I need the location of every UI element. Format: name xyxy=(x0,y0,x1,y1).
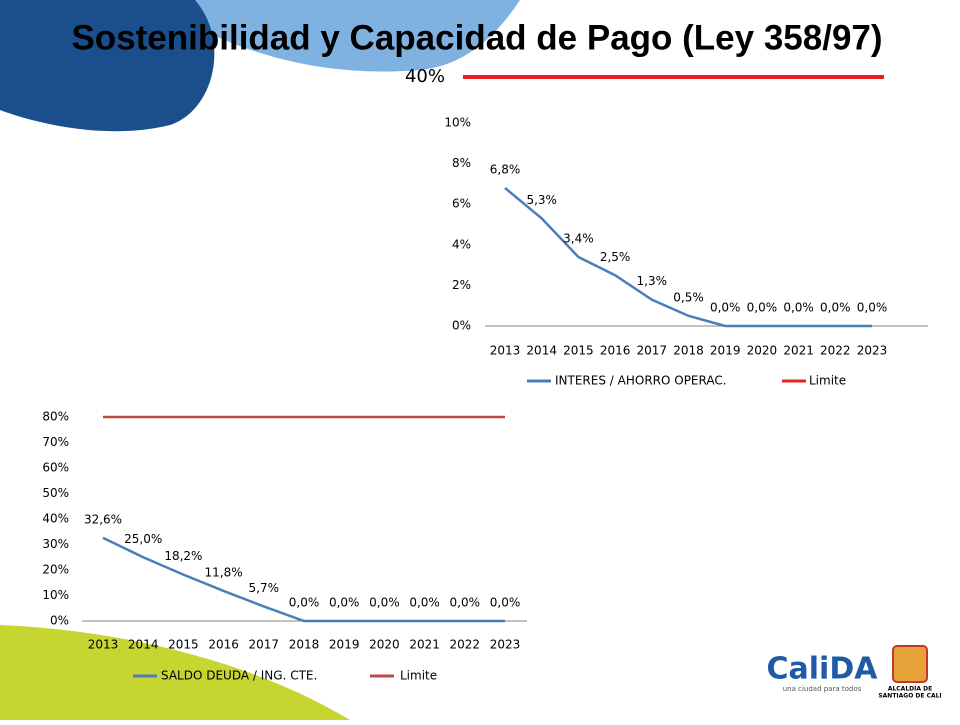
x-tick-label: 2014 xyxy=(128,638,159,652)
y-tick-label: 70% xyxy=(42,435,69,449)
x-tick-label: 2015 xyxy=(563,344,594,358)
data-label: 2,5% xyxy=(600,250,631,264)
y-tick-label: 80% xyxy=(42,410,69,424)
plot-area xyxy=(504,186,872,328)
logo-city: SANTIAGO DE CALI xyxy=(878,693,941,700)
y-tick-label: 60% xyxy=(42,461,69,475)
x-tick-label: 2017 xyxy=(249,638,280,652)
x-tick-label: 2014 xyxy=(526,344,557,358)
data-label: 0,0% xyxy=(450,596,481,610)
y-tick-label: 6% xyxy=(452,197,471,211)
x-tick-label: 2015 xyxy=(168,638,199,652)
data-label: 0,0% xyxy=(369,596,400,610)
y-tick-label: 0% xyxy=(452,319,471,333)
logo-tagline: una ciudad para todos xyxy=(783,685,862,693)
data-label: 18,2% xyxy=(164,549,202,563)
plot-area xyxy=(102,415,505,623)
series-line xyxy=(102,536,505,623)
y-tick-label: 50% xyxy=(42,486,69,500)
x-tick-label: 2021 xyxy=(409,638,440,652)
data-label: 3,4% xyxy=(563,231,594,245)
logo-name: CaliDA xyxy=(767,652,879,687)
x-tick-label: 2018 xyxy=(673,344,704,358)
coat-of-arms xyxy=(892,645,928,683)
data-label: 0,0% xyxy=(710,301,741,315)
data-label: 6,8% xyxy=(490,162,521,176)
x-tick-label: 2022 xyxy=(820,344,851,358)
x-tick-label: 2018 xyxy=(289,638,320,652)
x-tick-label: 2019 xyxy=(710,344,741,358)
data-label: 0,0% xyxy=(329,596,360,610)
x-tick-label: 2022 xyxy=(450,638,481,652)
legend-label: SALDO DEUDA / ING. CTE. xyxy=(161,669,317,683)
data-label: 0,0% xyxy=(289,596,320,610)
title: Sostenibilidad y Capacidad de Pago (Ley … xyxy=(71,18,882,57)
data-label: 0,5% xyxy=(673,290,704,304)
x-tick-label: 2013 xyxy=(88,638,119,652)
y-tick-label: 0% xyxy=(50,614,69,628)
x-tick-label: 2023 xyxy=(490,638,521,652)
y-tick-label: 10% xyxy=(42,588,69,602)
data-label: 1,3% xyxy=(637,274,668,288)
x-tick-label: 2017 xyxy=(637,344,668,358)
x-tick-label: 2020 xyxy=(747,344,778,358)
x-tick-label: 2019 xyxy=(329,638,360,652)
series-line xyxy=(504,186,872,328)
data-label: 0,0% xyxy=(820,301,851,315)
data-label: 11,8% xyxy=(205,565,243,579)
x-tick-label: 2013 xyxy=(490,344,521,358)
data-label: 5,3% xyxy=(526,193,557,207)
logo-alcaldia: ALCALDÍA DE SANTIAGO DE CALI xyxy=(878,645,942,700)
data-label: 5,7% xyxy=(249,581,280,595)
x-tick-label: 2016 xyxy=(600,344,631,358)
data-label: 0,0% xyxy=(857,301,888,315)
y-tick-label: 10% xyxy=(444,116,471,130)
x-tick-label: 2020 xyxy=(369,638,400,652)
y-tick-label: 40% xyxy=(42,512,69,526)
y-tick-label: 20% xyxy=(42,563,69,577)
x-tick-label: 2023 xyxy=(857,344,888,358)
x-tick-label: 2021 xyxy=(783,344,814,358)
legend-label: INTERES / AHORRO OPERAC. xyxy=(555,374,727,388)
data-label: 32,6% xyxy=(84,512,122,526)
logo-mayor: ALCALDÍA DE xyxy=(888,685,932,693)
logo-calida: CaliDA una ciudad para todos xyxy=(767,652,879,694)
data-label: 0,0% xyxy=(783,301,814,315)
decor-dark-blue xyxy=(0,0,215,132)
data-label: 0,0% xyxy=(747,301,778,315)
y-tick-label: 4% xyxy=(452,237,471,251)
y-tick-label: 8% xyxy=(452,156,471,170)
data-label: 0,0% xyxy=(490,596,521,610)
legend-label: Limite xyxy=(400,669,437,683)
decor-light-blue xyxy=(150,0,520,72)
limit-annotation: 40% xyxy=(405,66,445,87)
y-tick-label: 2% xyxy=(452,278,471,292)
x-tick-label: 2016 xyxy=(208,638,239,652)
legend-label: Limite xyxy=(809,374,846,388)
data-label: 25,0% xyxy=(124,532,162,546)
decor-green xyxy=(0,625,350,720)
data-label: 0,0% xyxy=(409,596,440,610)
y-tick-label: 30% xyxy=(42,537,69,551)
